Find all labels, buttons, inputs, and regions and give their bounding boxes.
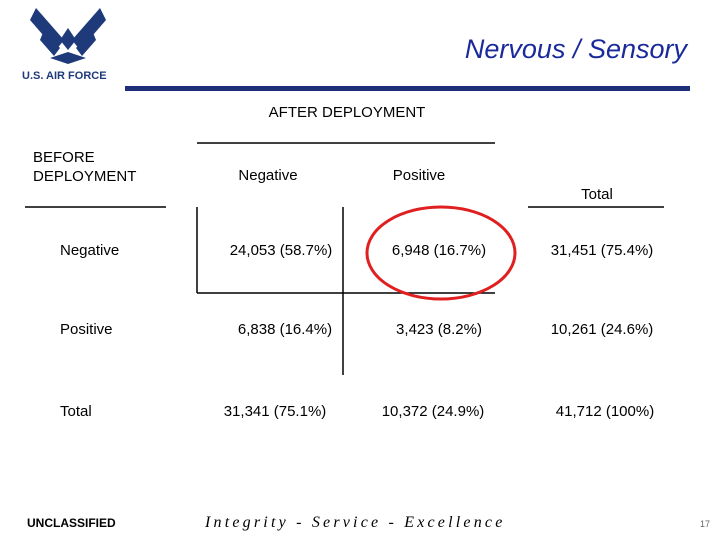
slide-title: Nervous / Sensory: [464, 34, 687, 64]
table-cell: 10,261 (24.6%): [550, 321, 654, 338]
motto: Integrity - Service - Excellence: [205, 514, 506, 531]
header-rule: [125, 86, 690, 91]
logo: [30, 8, 106, 64]
row-header: Negative: [60, 242, 120, 259]
column-header: Total: [581, 186, 613, 203]
table-cell: 31,451 (75.4%): [550, 242, 654, 259]
highlight-circle: [365, 205, 517, 301]
table-cell: 6,948 (16.7%): [391, 242, 487, 259]
row-header: Positive: [60, 321, 113, 338]
row-header: Total: [60, 403, 92, 420]
column-group: AFTER DEPLOYMENT: [268, 104, 426, 121]
page-number: 17: [700, 519, 711, 529]
column-header: Positive: [392, 167, 446, 184]
row-group: BEFORE DEPLOYMENT: [33, 149, 137, 185]
table-cell: 6,838 (16.4%): [237, 321, 333, 338]
logo-text: U.S. AIR FORCE: [22, 70, 107, 82]
table-cell: 31,341 (75.1%): [223, 403, 327, 420]
column-header: Negative: [238, 167, 298, 184]
classification: UNCLASSIFIED: [27, 516, 116, 530]
table-cell: 41,712 (100%): [555, 403, 655, 420]
table-cell: 10,372 (24.9%): [381, 403, 485, 420]
table-cell: 24,053 (58.7%): [229, 242, 333, 259]
table-rules: [25, 142, 664, 375]
table-cell: 3,423 (8.2%): [396, 321, 482, 338]
